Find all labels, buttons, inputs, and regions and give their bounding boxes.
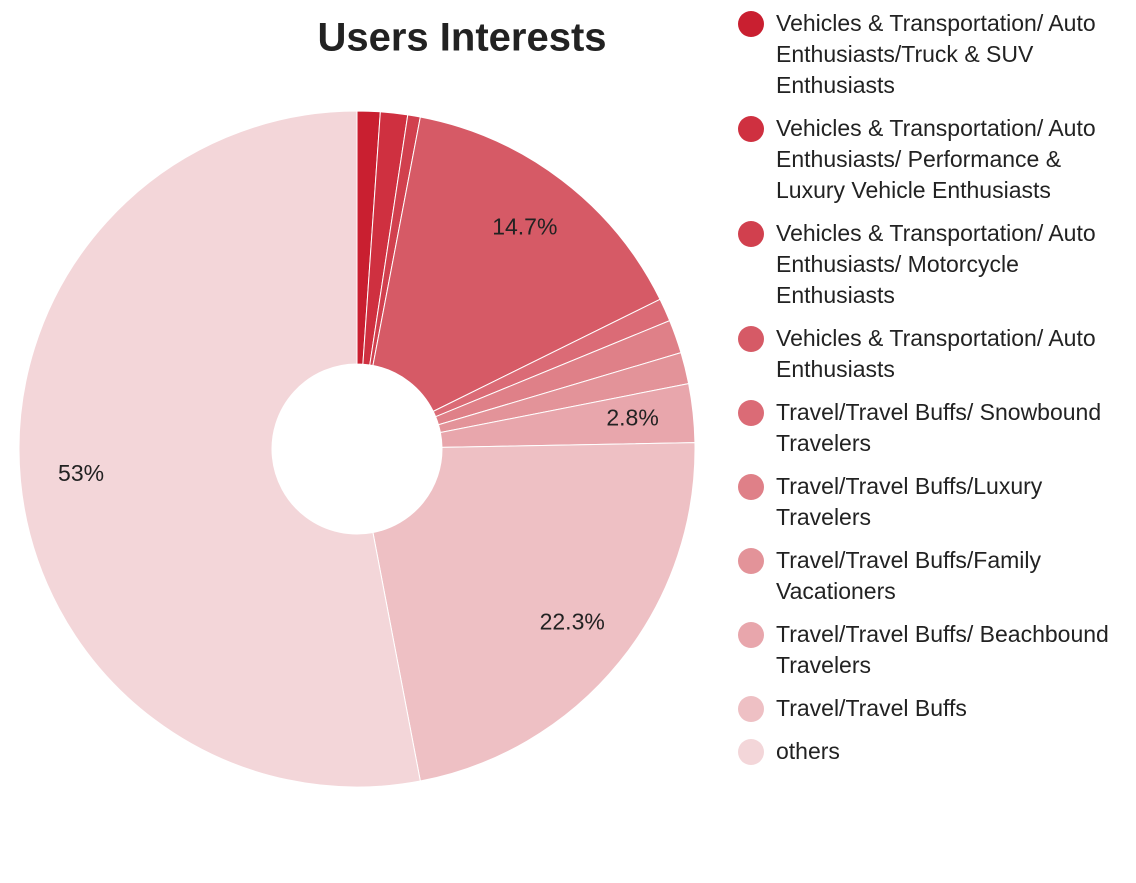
legend-label: Vehicles & Transportation/ Auto Enthusia… [776, 115, 1096, 203]
legend-item: Vehicles & Transportation/ Auto Enthusia… [738, 8, 1128, 101]
legend-label: Vehicles & Transportation/ Auto Enthusia… [776, 325, 1096, 382]
data-label: 2.8% [606, 405, 658, 431]
chart-title: Users Interests [317, 16, 606, 60]
legend-item: Travel/Travel Buffs/Family Vacationers [738, 545, 1128, 607]
legend-swatch [738, 548, 764, 574]
legend-label: Travel/Travel Buffs/ Beachbound Traveler… [776, 621, 1109, 678]
pie-slice [372, 116, 661, 413]
data-label: 14.7% [492, 213, 557, 239]
data-label: 53% [58, 460, 104, 486]
legend-item: Vehicles & Transportation/ Auto Enthusia… [738, 323, 1128, 385]
legend-label: Vehicles & Transportation/ Auto Enthusia… [776, 220, 1096, 308]
data-label: 22.3% [540, 609, 605, 635]
legend-item: others [738, 736, 1128, 767]
legend-label: others [776, 738, 840, 764]
pie-slice [372, 442, 696, 782]
legend-item: Vehicles & Transportation/ Auto Enthusia… [738, 218, 1128, 311]
legend-item: Travel/Travel Buffs [738, 693, 1128, 724]
legend-swatch [738, 696, 764, 722]
legend-item: Travel/Travel Buffs/Luxury Travelers [738, 471, 1128, 533]
legend-item: Travel/Travel Buffs/ Beachbound Traveler… [738, 619, 1128, 681]
legend-label: Travel/Travel Buffs/ Snowbound Travelers [776, 399, 1102, 456]
legend: Vehicles & Transportation/ Auto Enthusia… [738, 8, 1128, 779]
legend-swatch [738, 326, 764, 352]
pie-slice [18, 110, 421, 788]
legend-swatch [738, 739, 764, 765]
legend-label: Vehicles & Transportation/ Auto Enthusia… [776, 10, 1096, 98]
legend-label: Travel/Travel Buffs/Family Vacationers [776, 547, 1041, 604]
legend-label: Travel/Travel Buffs [776, 695, 967, 721]
legend-item: Vehicles & Transportation/ Auto Enthusia… [738, 113, 1128, 206]
legend-swatch [738, 622, 764, 648]
legend-label: Travel/Travel Buffs/Luxury Travelers [776, 473, 1043, 530]
legend-swatch [738, 221, 764, 247]
legend-swatch [738, 400, 764, 426]
legend-swatch [738, 474, 764, 500]
legend-item: Travel/Travel Buffs/ Snowbound Travelers [738, 397, 1128, 459]
legend-swatch [738, 116, 764, 142]
legend-swatch [738, 11, 764, 37]
